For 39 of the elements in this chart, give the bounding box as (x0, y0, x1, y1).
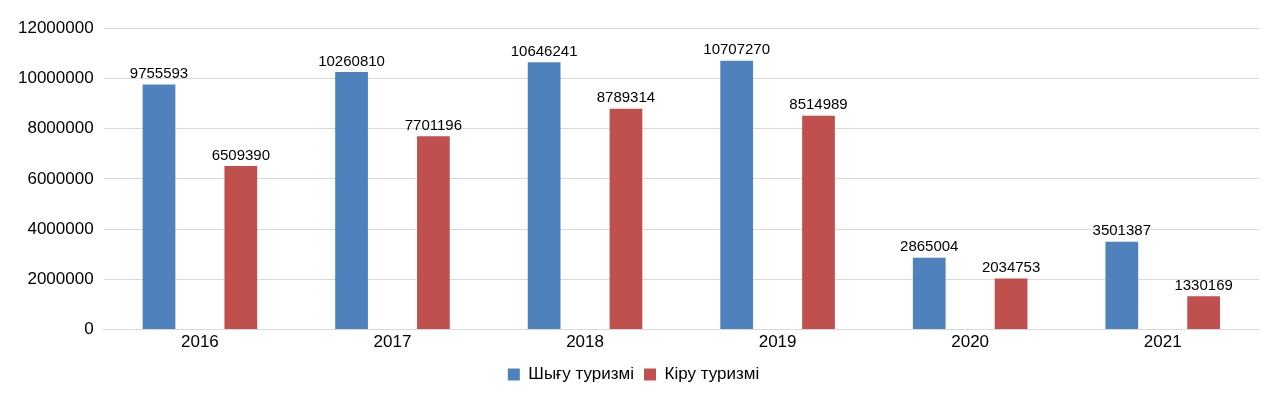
y-tick-label: 12000000 (18, 17, 94, 37)
y-tick-label: 0 (84, 319, 94, 339)
data-label: 10646241 (510, 41, 578, 59)
bar (1105, 241, 1139, 330)
bar (142, 84, 176, 330)
bar (1187, 296, 1221, 330)
bar (417, 136, 450, 330)
y-tick-label: 6000000 (27, 168, 94, 188)
data-label: 3501387 (1092, 221, 1151, 239)
data-label: 1330169 (1174, 275, 1233, 293)
x-tick-label: 2018 (566, 332, 604, 352)
x-tick-label: 2016 (181, 332, 219, 352)
bar (224, 166, 258, 330)
legend-label: Кіру туризмі (664, 364, 760, 384)
x-tick-label: 2021 (1143, 332, 1182, 352)
bar (335, 71, 368, 330)
bar (912, 257, 946, 330)
data-label: 7701196 (404, 115, 463, 133)
x-tick-label: 2017 (373, 332, 412, 352)
data-label: 6509390 (211, 145, 271, 163)
data-label: 2034753 (981, 258, 1041, 276)
data-label: 8514989 (789, 95, 848, 113)
bar (802, 115, 835, 330)
legend-label: Шығу туризмі (528, 364, 635, 384)
y-tick-label: 2000000 (27, 269, 94, 289)
bar (527, 62, 561, 330)
data-label: 8789314 (596, 88, 656, 106)
data-label: 9755593 (129, 64, 189, 82)
bar (609, 108, 643, 330)
y-tick-label: 4000000 (27, 218, 94, 238)
y-tick-label: 8000000 (27, 118, 94, 138)
x-tick-label: 2019 (758, 332, 797, 352)
bar (720, 60, 754, 330)
bar (994, 278, 1028, 330)
data-label: 10707270 (703, 40, 771, 58)
data-label: 2865004 (900, 237, 959, 255)
data-label: 10260810 (318, 51, 385, 69)
y-tick-label: 10000000 (18, 68, 94, 88)
x-tick-label: 2020 (951, 332, 990, 352)
